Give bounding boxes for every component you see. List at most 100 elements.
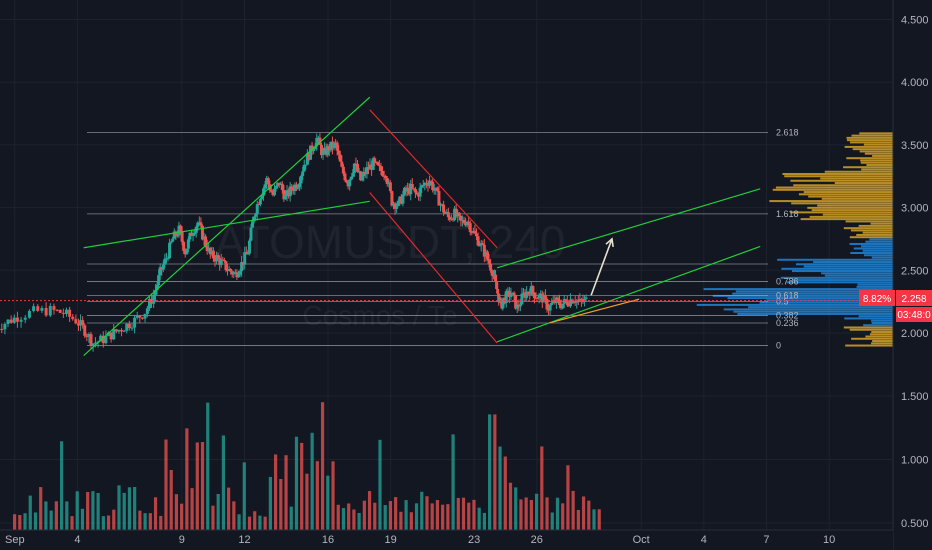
profile-bar	[803, 191, 893, 194]
volume-bar	[23, 513, 27, 531]
profile-bar	[845, 344, 893, 347]
candle-body	[61, 312, 65, 314]
candle-body	[478, 245, 482, 247]
volume-bar	[253, 511, 257, 531]
volume-bar	[91, 491, 95, 531]
candle-body	[370, 164, 374, 170]
profile-bar	[857, 283, 893, 286]
profile-bar	[786, 281, 893, 284]
profile-bar	[862, 249, 893, 252]
time-tick: 4	[74, 534, 80, 546]
volume-bar	[101, 516, 105, 531]
volume-bar	[414, 503, 419, 531]
candle-body	[125, 323, 129, 331]
candle-body	[409, 183, 413, 195]
volume-bar	[200, 442, 205, 531]
volume-bar	[508, 482, 513, 531]
candle-body	[376, 162, 380, 166]
profile-bar	[727, 297, 893, 300]
candle-body	[349, 176, 353, 180]
profile-bar	[820, 177, 893, 180]
candle-body	[407, 187, 411, 195]
candle-body	[189, 232, 193, 236]
candle-body	[122, 330, 126, 332]
candle-body	[446, 212, 450, 218]
channel-line	[83, 96, 371, 357]
candle-body	[515, 304, 519, 309]
price-axis[interactable]: 4.500 4.000 3.500 3.000 2.500 2.000 1.500 1.000…	[892, 0, 932, 550]
profile-bar	[849, 141, 893, 144]
candle-body	[269, 190, 273, 192]
candle-body	[175, 235, 179, 237]
candle-body	[241, 262, 245, 265]
candle-body	[429, 181, 433, 183]
profile-bar	[859, 132, 893, 135]
profile-bar	[861, 245, 893, 248]
volume-bar	[362, 500, 366, 531]
profile-bar	[870, 333, 893, 336]
profile-bar	[735, 290, 893, 293]
candle-body	[504, 291, 508, 303]
candle-body	[559, 305, 563, 309]
candle-body	[518, 304, 522, 307]
candle-body	[160, 267, 164, 270]
volume-tick: 0.500	[901, 518, 929, 530]
channel-line	[496, 245, 761, 343]
price-axis-bg	[893, 0, 932, 550]
volume-bar	[80, 508, 85, 531]
volume-bar	[597, 509, 601, 531]
time-tick: 16	[322, 534, 334, 546]
candle-body	[161, 264, 165, 270]
candle-body	[180, 231, 184, 242]
candle-body	[143, 313, 147, 319]
candle-body	[384, 175, 388, 179]
candle-body	[548, 304, 552, 311]
candle-body	[240, 262, 244, 272]
candle-body	[451, 218, 455, 221]
candle-body	[285, 190, 289, 196]
profile-bar	[817, 204, 893, 207]
volume-bar	[571, 490, 575, 531]
candle-body	[58, 309, 62, 313]
candle-body	[196, 222, 200, 227]
candle-body	[307, 153, 311, 160]
candle-body	[579, 299, 583, 301]
volume-bar	[514, 487, 518, 531]
candle-body	[254, 214, 258, 217]
volume-bar	[221, 435, 225, 531]
candle-body	[138, 315, 142, 318]
candle-body	[453, 208, 457, 221]
volume-bar	[367, 491, 372, 531]
candle-body	[449, 218, 453, 220]
volume-bar	[122, 492, 126, 531]
profile-bar	[871, 321, 893, 324]
candle-body	[432, 189, 436, 191]
candle-body	[499, 298, 503, 301]
forecast-arrow-head	[605, 237, 614, 247]
candle-body	[313, 146, 317, 150]
candle-body	[536, 298, 540, 300]
candle-body	[48, 306, 52, 316]
candle-body	[438, 204, 442, 206]
candle-body	[200, 225, 204, 240]
volume-bar	[451, 434, 455, 531]
volume-bar	[159, 515, 163, 531]
candle-body	[396, 200, 400, 206]
candle-body	[562, 299, 566, 304]
candle-body	[140, 317, 144, 319]
profile-bar	[860, 161, 893, 164]
candle-body	[390, 191, 394, 206]
price-tick: 2.500	[901, 265, 929, 277]
candle-body	[23, 317, 27, 320]
time-axis[interactable]: Sep 4 9 12 16 19 23 26 Oct 4 7 10	[0, 529, 893, 550]
volume-bar	[106, 515, 111, 531]
drawn-channels[interactable]	[83, 96, 761, 357]
profile-bar	[772, 188, 893, 191]
volume-bar	[148, 513, 152, 531]
candle-body	[109, 332, 113, 340]
profile-bar	[733, 310, 893, 313]
candle-body	[485, 251, 489, 260]
candle-body	[266, 178, 270, 185]
